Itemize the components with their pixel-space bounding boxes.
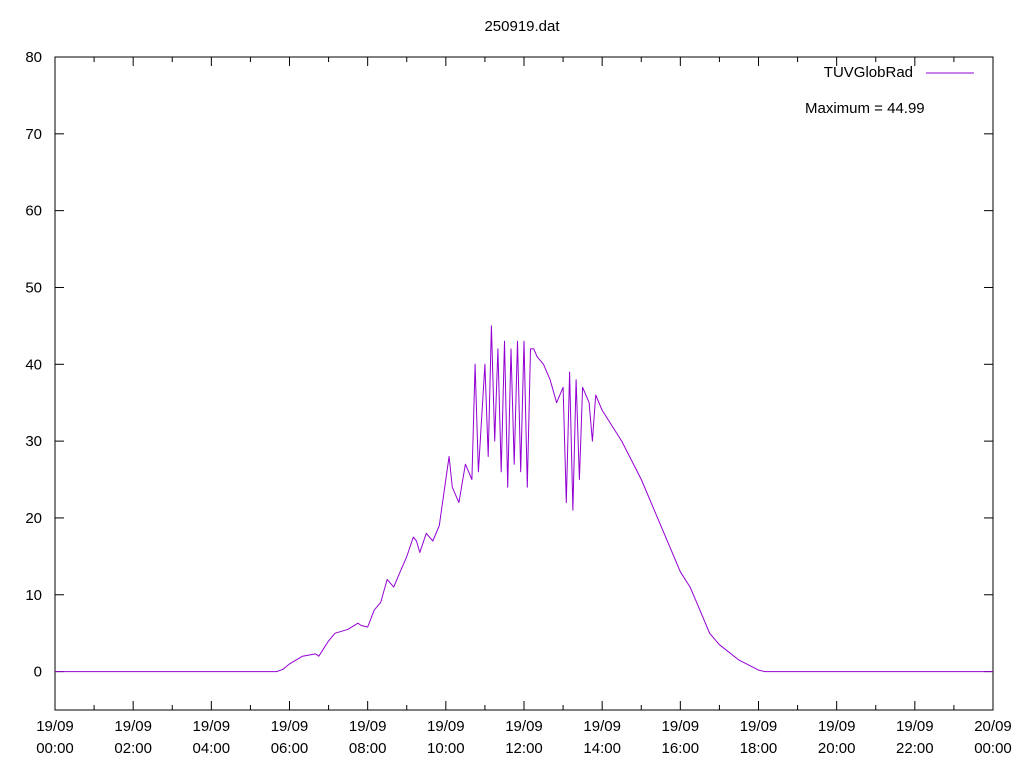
x-tick-label-time: 18:00 (740, 740, 778, 757)
x-tick-label-time: 10:00 (427, 740, 465, 757)
plot-area-border (54, 56, 994, 711)
x-axis: 19/09 00:00 19/09 02:00 19/09 04:00 19/09 06:00… (36, 57, 1012, 757)
x-tick-label-time: 22:00 (896, 740, 934, 757)
x-tick-label-time: 06:00 (271, 740, 309, 757)
legend-entry-label: TUVGlobRad (824, 64, 913, 81)
series-layer (55, 325, 993, 673)
x-tick-label-time: 00:00 (974, 740, 1012, 757)
y-tick-label: 80 (25, 49, 42, 66)
x-tick-label-date: 19/09 (349, 718, 387, 735)
y-tick-label: 20 (25, 510, 42, 527)
x-tick-label-date: 19/09 (36, 718, 74, 735)
y-tick-label: 40 (25, 356, 42, 373)
x-tick-label-date: 19/09 (583, 718, 621, 735)
x-tick-label-date: 19/09 (271, 718, 309, 735)
y-tick-label: 60 (25, 203, 42, 220)
y-tick-label: 30 (25, 433, 42, 450)
x-tick-label-date: 19/09 (896, 718, 934, 735)
y-axis: 0 10 20 30 40 50 60 70 80 (25, 49, 993, 681)
x-tick-label-time: 04:00 (193, 740, 231, 757)
chart-title: 250919.dat (484, 18, 560, 35)
x-tick-label-time: 12:00 (505, 740, 543, 757)
x-tick-label-date: 19/09 (818, 718, 856, 735)
legend: TUVGlobRad (824, 64, 974, 81)
x-tick-label-date: 20/09 (974, 718, 1012, 735)
x-tick-label-date: 19/09 (114, 718, 152, 735)
x-tick-label-date: 19/09 (505, 718, 543, 735)
x-tick-label-date: 19/09 (740, 718, 778, 735)
y-tick-label: 0 (34, 664, 42, 681)
x-tick-label-time: 08:00 (349, 740, 387, 757)
x-tick-label-time: 20:00 (818, 740, 856, 757)
x-tick-label-time: 14:00 (583, 740, 621, 757)
x-tick-label-date: 19/09 (427, 718, 465, 735)
x-tick-label-time: 00:00 (36, 740, 74, 757)
y-tick-label: 50 (25, 279, 42, 296)
x-tick-label-time: 02:00 (114, 740, 152, 757)
y-tick-label: 70 (25, 126, 42, 143)
series-line-0 (55, 325, 993, 673)
x-tick-label-time: 16:00 (662, 740, 700, 757)
x-tick-label-date: 19/09 (193, 718, 231, 735)
y-tick-label: 10 (25, 587, 42, 604)
x-tick-label-date: 19/09 (662, 718, 700, 735)
maximum-annotation: Maximum = 44.99 (805, 100, 925, 117)
